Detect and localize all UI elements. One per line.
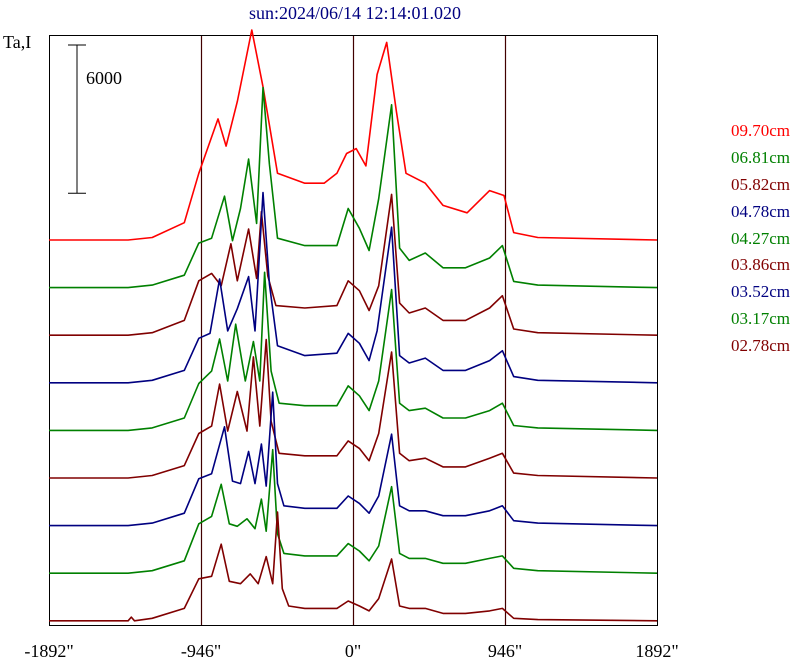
- x-tick-label: 946": [488, 641, 522, 661]
- series-line-03.52cm: [49, 391, 658, 527]
- scale-bar: 6000: [68, 44, 122, 194]
- x-tick-labels: -1892" -946" 0" 946" 1892": [24, 641, 678, 661]
- series-line-04.78cm: [49, 191, 658, 384]
- series-line-03.17cm: [49, 448, 658, 574]
- x-tick-label: -1892": [24, 641, 73, 661]
- legend-item: 04.78cm: [731, 201, 791, 221]
- series-line-05.82cm: [49, 193, 658, 336]
- series-line-03.86cm: [49, 338, 658, 479]
- legend: 09.70cm 06.81cm 05.82cm 04.78cm 04.27cm 03.86…: [731, 118, 790, 360]
- series-line-09.70cm: [49, 29, 658, 241]
- legend-item: 02.78cm: [731, 336, 791, 356]
- legend-item: 04.27cm: [731, 228, 791, 248]
- chart-title: sun:2024/06/14 12:14:01.020: [249, 3, 461, 23]
- legend-item: 03.17cm: [731, 309, 791, 329]
- series-lines: [49, 29, 658, 622]
- series-line-04.27cm: [49, 271, 658, 432]
- series-line-06.81cm: [49, 86, 658, 289]
- legend-item: 06.81cm: [731, 147, 791, 167]
- vertical-reference-lines: [200, 36, 507, 625]
- legend-item: 03.52cm: [731, 282, 791, 302]
- plot-frame: [49, 35, 658, 626]
- series-line-02.78cm: [49, 511, 658, 622]
- legend-item: 03.86cm: [731, 255, 791, 275]
- legend-item: 05.82cm: [731, 174, 791, 194]
- scale-bar-label: 6000: [86, 68, 122, 88]
- y-axis-label: Ta,I: [3, 32, 31, 52]
- x-tick-label: -946": [181, 641, 221, 661]
- legend-item: 09.70cm: [731, 121, 791, 140]
- x-tick-label: 1892": [635, 641, 678, 661]
- x-tick-label: 0": [345, 641, 361, 661]
